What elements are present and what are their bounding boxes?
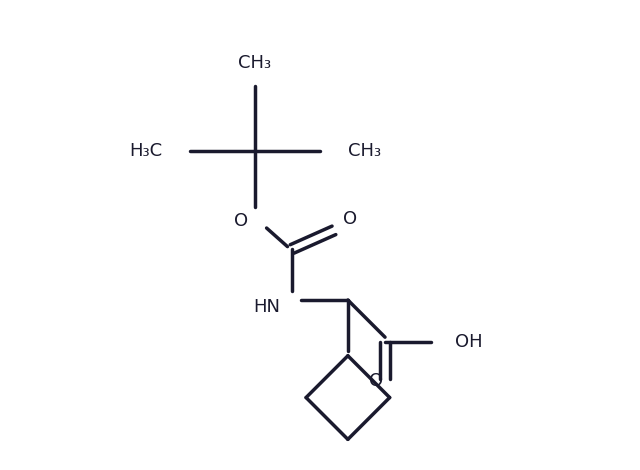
Text: H₃C: H₃C bbox=[129, 142, 162, 160]
Text: HN: HN bbox=[253, 298, 280, 316]
Text: CH₃: CH₃ bbox=[239, 54, 271, 72]
Text: O: O bbox=[234, 212, 248, 230]
Text: OH: OH bbox=[454, 333, 483, 351]
Text: CH₃: CH₃ bbox=[348, 142, 381, 160]
Text: O: O bbox=[369, 372, 383, 390]
Text: O: O bbox=[343, 210, 357, 228]
